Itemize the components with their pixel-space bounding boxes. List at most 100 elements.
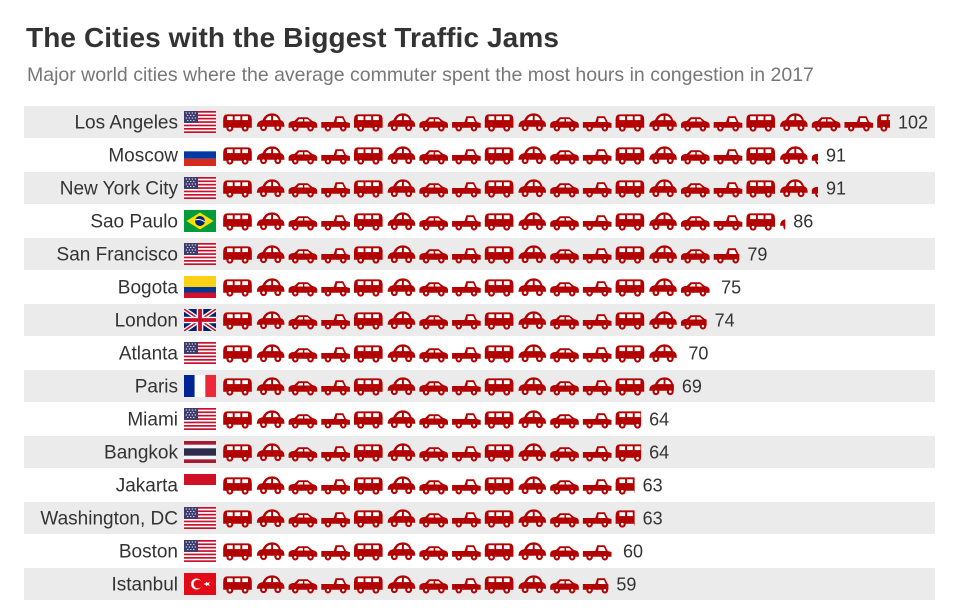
car-icon [550, 348, 579, 363]
value-label: 63 [643, 509, 663, 529]
row-stripe [24, 502, 935, 534]
car-icon [321, 215, 350, 231]
row-stripe [24, 238, 935, 270]
car-icon [387, 212, 416, 231]
car-icon [615, 147, 645, 165]
value-label: 79 [747, 245, 767, 265]
flag-us-icon [184, 408, 216, 430]
car-icon [518, 476, 547, 495]
car-icon [223, 477, 252, 495]
flag-us-icon [184, 243, 216, 265]
car-icon [288, 150, 318, 165]
chart-row: Washington, DC 63 [24, 502, 935, 534]
chart-row: Istanbul 59 [24, 568, 935, 600]
car-icon [582, 413, 612, 429]
flag-th-icon [184, 441, 216, 463]
row-stripe [24, 370, 935, 402]
car-icon [518, 278, 547, 297]
car-icon [518, 212, 547, 231]
chart-row: Bogota 75 [118, 276, 741, 299]
car-icon [518, 410, 547, 429]
car-icon [321, 347, 350, 363]
city-label: New York City [60, 179, 179, 200]
chart-subtitle: Major world cities where the average com… [27, 64, 814, 86]
city-label: Miami [127, 410, 178, 431]
car-icon [223, 345, 252, 363]
car-icon [649, 146, 677, 165]
car-icon [680, 282, 710, 297]
car-icon [615, 279, 645, 297]
car-icon [615, 213, 645, 231]
car-icon [550, 216, 579, 231]
car-icon [452, 215, 481, 231]
value-label: 91 [826, 179, 846, 199]
car-icon [353, 411, 383, 429]
car-icon [680, 216, 710, 231]
pictogram-bar [223, 542, 612, 561]
car-icon [484, 147, 514, 165]
car-icon [452, 413, 481, 429]
city-label: Washington, DC [40, 509, 178, 530]
city-label: Paris [135, 377, 178, 398]
city-label: Bogota [118, 278, 179, 299]
chart-row: Bangkok 64 [24, 436, 935, 468]
car-icon [321, 149, 350, 165]
pictogram-bar [223, 344, 677, 363]
city-label: Boston [119, 542, 178, 563]
car-icon [484, 213, 514, 231]
car-icon [518, 146, 547, 165]
car-icon [419, 414, 449, 429]
car-icon [288, 282, 318, 297]
car-icon [582, 215, 612, 231]
car-icon [419, 282, 449, 297]
car-icon [550, 546, 579, 561]
car-icon [582, 347, 612, 363]
car-icon [321, 413, 350, 429]
value-label: 86 [793, 212, 813, 232]
pictogram-bar [223, 212, 786, 231]
car-icon [582, 149, 612, 165]
row-stripe [24, 436, 935, 468]
car-icon [615, 345, 645, 363]
car-icon [321, 545, 350, 561]
car-icon [419, 216, 449, 231]
car-icon [649, 278, 677, 297]
car-icon [649, 344, 677, 363]
chart-row: London 74 [24, 304, 935, 336]
car-icon [387, 146, 416, 165]
car-icon [256, 542, 285, 561]
value-label: 102 [898, 113, 928, 133]
city-label: Istanbul [111, 575, 178, 596]
car-icon [746, 213, 776, 231]
flag-br-icon [184, 210, 216, 232]
car-icon [484, 477, 514, 495]
car-icon [353, 345, 383, 363]
flag-us-icon [184, 342, 216, 364]
car-icon [256, 146, 285, 165]
value-label: 64 [649, 443, 669, 463]
flag-us-icon [184, 540, 216, 562]
flag-ru-icon [184, 144, 216, 166]
car-icon [649, 212, 677, 231]
value-label: 60 [623, 542, 643, 562]
row-stripe [24, 304, 935, 336]
car-icon [223, 411, 252, 429]
value-label: 75 [721, 278, 741, 298]
car-icon [452, 479, 481, 495]
car-icon [615, 477, 635, 495]
flag-us-icon [184, 177, 216, 199]
chart-row: New York City 91 [24, 172, 935, 204]
car-icon [484, 279, 514, 297]
chart-row: Miami 64 [127, 408, 669, 431]
car-icon [582, 545, 612, 561]
car-icon [387, 344, 416, 363]
car-icon [353, 279, 383, 297]
chart-rows: Los Angeles 102 Moscow 91 New York City 91 Sao… [24, 106, 935, 600]
car-icon [288, 216, 318, 231]
car-icon [615, 411, 642, 429]
flag-id-icon [184, 474, 216, 496]
car-icon [419, 348, 449, 363]
car-icon [288, 414, 318, 429]
car-icon [550, 414, 579, 429]
